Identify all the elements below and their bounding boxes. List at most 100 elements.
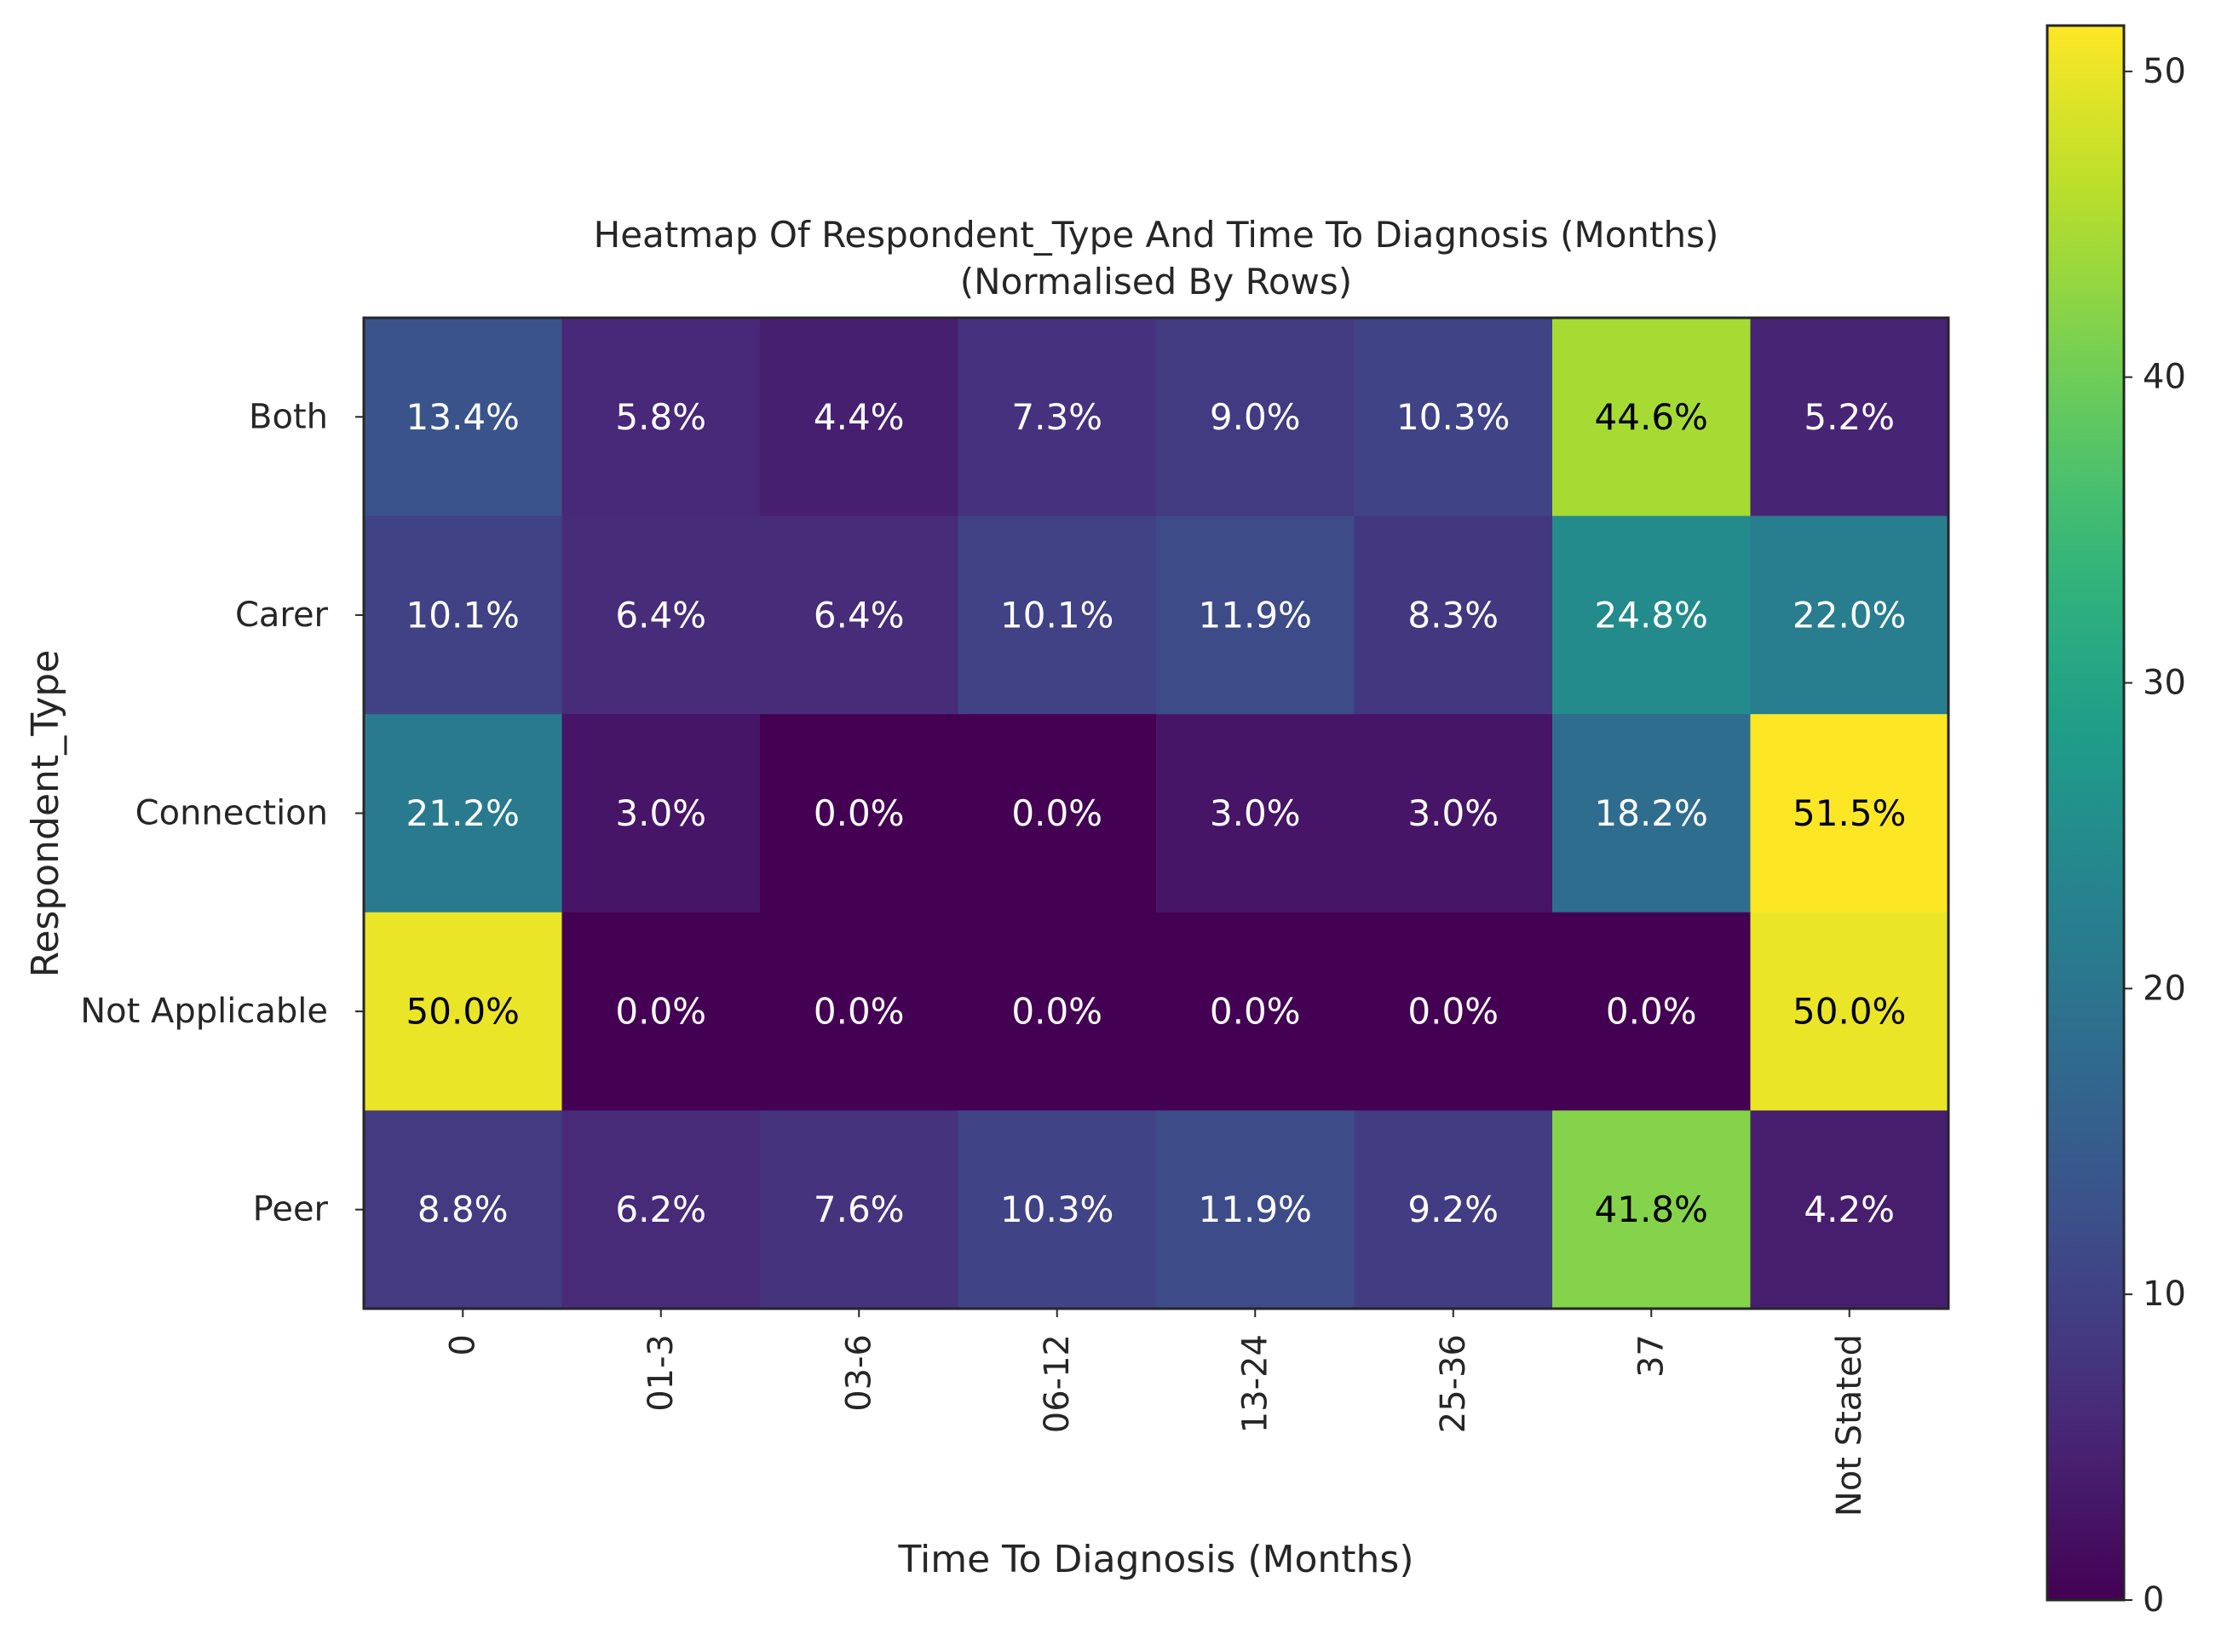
cell-value-label: 7.6%	[814, 1189, 905, 1230]
cell-value-label: 3.0%	[615, 792, 706, 834]
cell-value-label: 0.0%	[615, 991, 706, 1033]
y-tick-label: Peer	[253, 1190, 329, 1229]
heatmap-cell	[1750, 318, 1949, 517]
heatmap-cell	[364, 1110, 563, 1310]
heatmap-cell	[1156, 318, 1355, 517]
heatmap-cell	[561, 1110, 761, 1310]
cell-value-label: 51.5%	[1793, 792, 1906, 834]
heatmap-cell	[958, 515, 1157, 715]
cell-value-label: 10.1%	[406, 594, 520, 636]
heatmap-cell	[1156, 1110, 1355, 1310]
cell-value-label: 10.3%	[1396, 396, 1510, 438]
cell-value-label: 0.0%	[814, 792, 905, 834]
cell-value-label: 24.8%	[1595, 594, 1708, 636]
cell-value-label: 21.2%	[406, 792, 520, 834]
heatmap-cell	[364, 318, 563, 517]
heatmap-cell	[958, 318, 1157, 517]
x-tick-label: Not Stated	[1830, 1334, 1869, 1517]
cell-value-label: 3.0%	[1210, 792, 1301, 834]
x-tick-label: 37	[1631, 1334, 1671, 1378]
cell-value-label: 11.9%	[1199, 1189, 1312, 1230]
chart-title: Heatmap Of Respondent_Type And Time To D…	[594, 214, 1719, 256]
colorbar-tick-label: 20	[2143, 969, 2186, 1008]
cell-value-label: 8.3%	[1407, 594, 1499, 636]
x-tick-labels: 0 01-3 03-6 06-12 13-24 25-36 37 Not Stated	[443, 1309, 1869, 1517]
colorbar-gradient	[2046, 24, 2126, 1602]
heatmap-cell	[1156, 515, 1355, 715]
heatmap-cell	[1750, 1110, 1949, 1310]
heatmap-cell	[1354, 714, 1553, 913]
colorbar-tick-label: 50	[2143, 52, 2186, 91]
cell-value-label: 0.0%	[1011, 991, 1102, 1033]
heatmap-cell	[1156, 912, 1355, 1111]
colorbar-tick-label: 0	[2143, 1580, 2164, 1620]
cell-value-label: 44.6%	[1595, 396, 1708, 438]
cell-value-label: 50.0%	[406, 991, 520, 1033]
cell-value-label: 0.0%	[814, 991, 905, 1033]
chart-subtitle: (Normalised By Rows)	[960, 261, 1352, 302]
cell-value-label: 6.4%	[615, 594, 706, 636]
x-tick-label: 06-12	[1038, 1334, 1077, 1433]
y-tick-labels: Both Carer Connection Not Applicable Peer	[80, 397, 364, 1229]
heatmap-cell	[364, 515, 563, 715]
cell-value-label: 7.3%	[1011, 396, 1102, 438]
x-tick-label: 13-24	[1235, 1334, 1275, 1433]
heatmap-cell	[1552, 515, 1752, 715]
cell-value-label: 5.2%	[1804, 396, 1895, 438]
heatmap-cell	[760, 318, 959, 517]
cell-value-label: 9.2%	[1407, 1189, 1499, 1230]
heatmap-cell	[1156, 714, 1355, 913]
cell-value-label: 10.3%	[1000, 1189, 1114, 1230]
colorbar-tick-label: 10	[2143, 1275, 2186, 1314]
cell-value-label: 10.1%	[1000, 594, 1114, 636]
heatmap-cell	[561, 318, 761, 517]
heatmap-cell	[561, 912, 761, 1111]
cell-value-label: 41.8%	[1595, 1189, 1708, 1230]
heatmap-cell	[1552, 318, 1752, 517]
x-tick-label: 25-36	[1434, 1334, 1473, 1433]
cell-value-label: 0.0%	[1407, 991, 1499, 1033]
cell-value-label: 50.0%	[1793, 991, 1906, 1033]
cell-value-label: 22.0%	[1793, 594, 1906, 636]
heatmap-cell	[1750, 515, 1949, 715]
heatmap-cell	[760, 515, 959, 715]
cell-value-label: 4.4%	[814, 396, 905, 438]
cell-value-label: 0.0%	[1606, 991, 1697, 1033]
heatmap-cell	[1354, 1110, 1553, 1310]
heatmap-cell	[958, 1110, 1157, 1310]
heatmap-cell	[561, 515, 761, 715]
heatmap-cell	[1552, 1110, 1752, 1310]
cell-value-label: 6.4%	[814, 594, 905, 636]
cell-value-label: 0.0%	[1011, 792, 1102, 834]
cell-value-label: 8.8%	[417, 1189, 509, 1230]
heatmap-cell	[958, 912, 1157, 1111]
heatmap-cell	[1354, 515, 1553, 715]
cell-value-label: 0.0%	[1210, 991, 1301, 1033]
x-axis-label: Time To Diagnosis (Months)	[898, 1538, 1414, 1581]
colorbar-tick-label: 40	[2143, 358, 2186, 397]
cell-value-label: 3.0%	[1407, 792, 1499, 834]
heatmap-cell	[1552, 714, 1752, 913]
cell-value-label: 6.2%	[615, 1189, 706, 1230]
cell-value-label: 9.0%	[1210, 396, 1301, 438]
y-tick-label: Both	[249, 397, 328, 436]
heatmap-cells: 13.4% 5.8% 4.4% 7.3% 9.0% 10.3% 44.6% 5.2% 10.1%…	[364, 318, 1949, 1310]
y-axis-label: Respondent_Type	[24, 650, 67, 978]
x-tick-label: 03-6	[839, 1334, 878, 1412]
heatmap-cell	[364, 912, 563, 1111]
heatmap-cell	[1750, 912, 1949, 1111]
x-tick-label: 0	[443, 1334, 482, 1356]
y-tick-label: Carer	[235, 596, 329, 635]
cell-value-label: 13.4%	[406, 396, 520, 438]
colorbar-tick-label: 30	[2143, 663, 2186, 702]
cell-value-label: 5.8%	[615, 396, 706, 438]
heatmap-cell	[1552, 912, 1752, 1111]
heatmap-cell	[364, 714, 563, 913]
heatmap-cell	[760, 912, 959, 1111]
heatmap-cell	[1354, 318, 1553, 517]
x-tick-label: 01-3	[642, 1334, 681, 1412]
cell-value-label: 4.2%	[1804, 1189, 1895, 1230]
heatmap-cell	[760, 714, 959, 913]
